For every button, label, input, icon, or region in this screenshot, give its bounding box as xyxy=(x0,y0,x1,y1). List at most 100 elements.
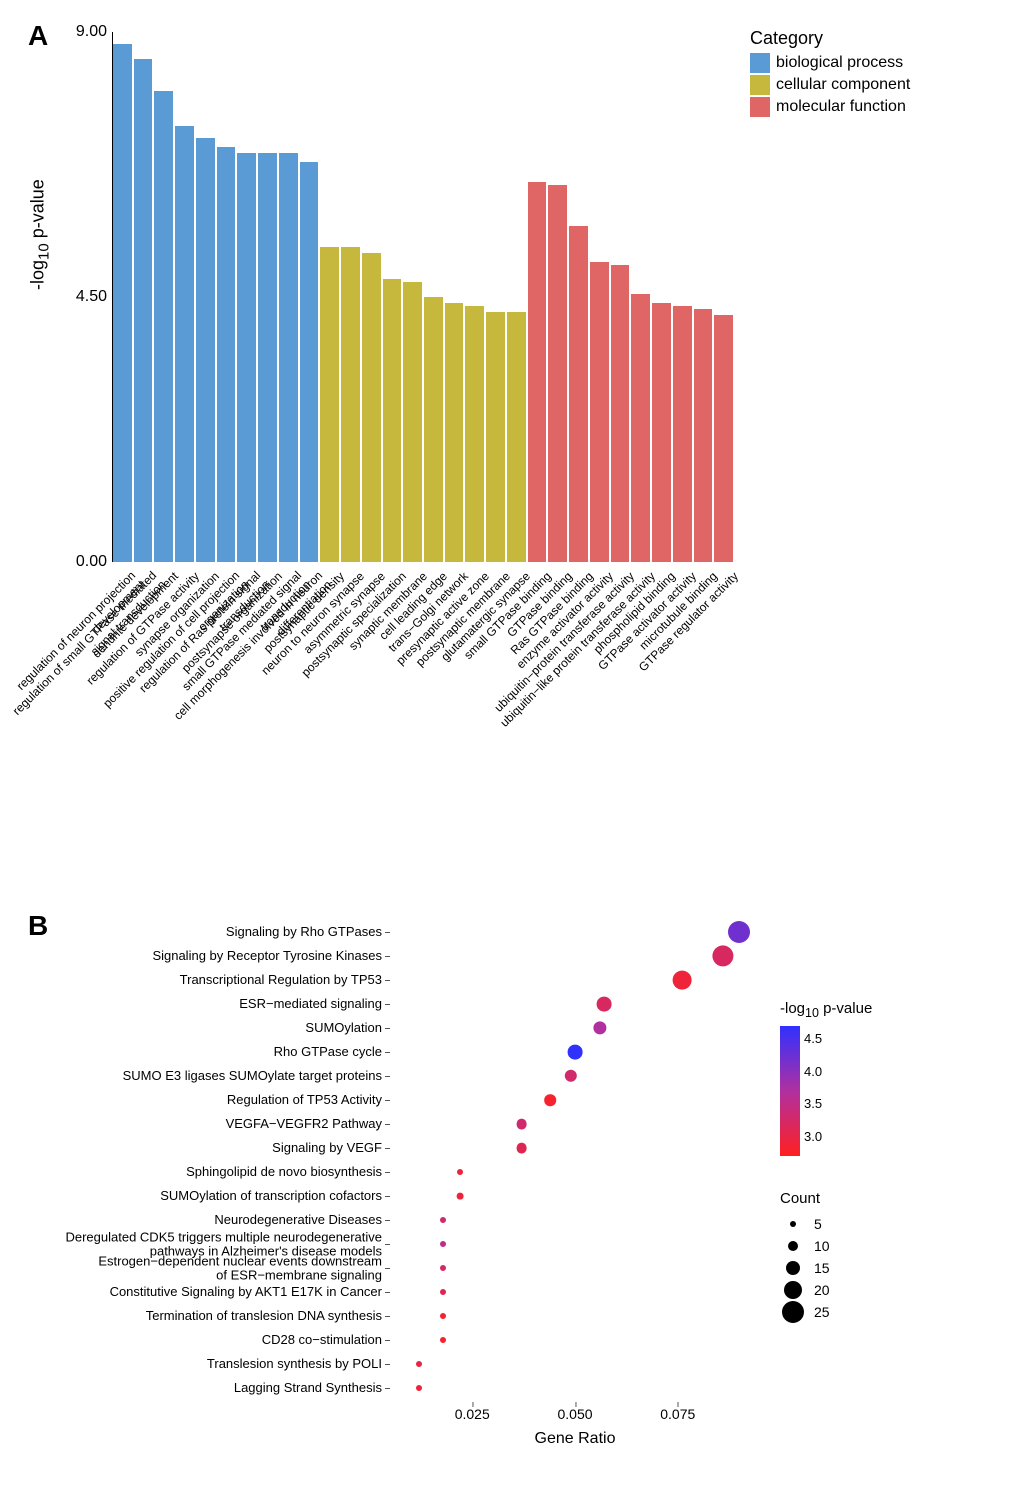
dot-tick xyxy=(385,1388,390,1389)
bar-slot: presynaptic active zone xyxy=(465,32,484,562)
dot-row: Constitutive Signaling by AKT1 E17K in C… xyxy=(390,1280,760,1304)
bar xyxy=(507,312,526,562)
dot-row: SUMO E3 ligases SUMOylate target protein… xyxy=(390,1064,760,1088)
size-label: 10 xyxy=(814,1238,830,1254)
bar xyxy=(673,306,692,562)
bar-slot: synapse organization xyxy=(196,32,215,562)
dot-tick xyxy=(385,1220,390,1221)
dot-point xyxy=(712,945,733,966)
dot-point xyxy=(416,1361,422,1367)
dot-label: CD28 co−stimulation xyxy=(262,1333,390,1347)
dot-point xyxy=(568,1045,583,1060)
dot-point xyxy=(416,1385,422,1391)
legend-label: molecular function xyxy=(776,98,906,116)
x-axis-label-b: Gene Ratio xyxy=(535,1430,616,1448)
bar xyxy=(403,282,422,562)
bar-slot: cell morphogenesis involved in neurondif… xyxy=(300,32,319,562)
dot-row: Signaling by Receptor Tyrosine Kinases xyxy=(390,944,760,968)
bar xyxy=(362,253,381,562)
bar-slot: regulation of Ras protein signaltransduc… xyxy=(237,32,256,562)
dot-row: Lagging Strand Synthesis xyxy=(390,1376,760,1400)
dot-row: Translesion synthesis by POLI xyxy=(390,1352,760,1376)
bar xyxy=(445,303,464,562)
legend-a-item: molecular function xyxy=(750,97,910,117)
size-label: 15 xyxy=(814,1260,830,1276)
legend-b-size-title: Count xyxy=(780,1190,830,1207)
dot-point xyxy=(516,1143,527,1154)
bar-slot: neuron to neuron synapse xyxy=(341,32,360,562)
bar xyxy=(300,162,319,562)
legend-a-item: cellular component xyxy=(750,75,910,95)
bar-slot: postsynaptic specialization xyxy=(383,32,402,562)
bar-slot: microtubule binding xyxy=(694,32,713,562)
dot-tick xyxy=(385,1148,390,1149)
dot-tick xyxy=(385,1316,390,1317)
dot-row: ESR−mediated signaling xyxy=(390,992,760,1016)
dot-label: Translesion synthesis by POLI xyxy=(207,1357,390,1371)
bar xyxy=(590,262,609,562)
dot-tick xyxy=(385,932,390,933)
dot-tick xyxy=(385,1124,390,1125)
size-dot xyxy=(784,1281,802,1299)
bar xyxy=(611,265,630,562)
dot-label: Neurodegenerative Diseases xyxy=(214,1213,390,1227)
bar-slot: enzyme activator activity xyxy=(590,32,609,562)
panel-a-label: A xyxy=(28,20,48,52)
dot-tick xyxy=(385,1364,390,1365)
dot-row: Regulation of TP53 Activity xyxy=(390,1088,760,1112)
bar xyxy=(279,153,298,562)
panel-b: B Signaling by Rho GTPasesSignaling by R… xyxy=(20,910,1000,1470)
size-legend-item: 15 xyxy=(780,1257,830,1279)
bar xyxy=(528,182,547,562)
size-legend-item: 20 xyxy=(780,1279,830,1301)
dot-tick xyxy=(385,1244,390,1245)
bar-slot: trans−Golgi network xyxy=(445,32,464,562)
dot-tick xyxy=(385,1052,390,1053)
dot-point xyxy=(565,1070,577,1082)
bar-slot: dendrite development xyxy=(154,32,173,562)
bar-slot: postsynaptic membrane xyxy=(486,32,505,562)
dot-label: SUMO E3 ligases SUMOylate target protein… xyxy=(123,1069,390,1083)
bar xyxy=(465,306,484,562)
bar xyxy=(237,153,256,562)
color-tick: 3.0 xyxy=(804,1129,822,1144)
bar-slot: regulation of neuron projectiondevelopme… xyxy=(113,32,132,562)
dot-label: ESR−mediated signaling xyxy=(239,997,390,1011)
dot-row: Neurodegenerative Diseases xyxy=(390,1208,760,1232)
y-tick: 0.00 xyxy=(76,553,113,571)
x-tick: 0.075 xyxy=(660,1406,695,1422)
bar xyxy=(341,247,360,562)
dot-point xyxy=(440,1289,446,1295)
bar xyxy=(694,309,713,562)
dot-plot-area: Signaling by Rho GTPasesSignaling by Rec… xyxy=(390,920,760,1400)
bar-slot: ubiquitin−like protein transferase activ… xyxy=(631,32,650,562)
panel-a: A regulation of neuron projectiondevelop… xyxy=(20,20,1000,880)
bar-slot: Ras GTPase binding xyxy=(569,32,588,562)
dot-label: VEGFA−VEGFR2 Pathway xyxy=(226,1117,390,1131)
legend-swatch xyxy=(750,97,770,117)
dot-label: Signaling by Receptor Tyrosine Kinases xyxy=(152,949,390,963)
size-dot xyxy=(786,1261,800,1275)
dot-label: Rho GTPase cycle xyxy=(274,1045,390,1059)
dot-label: Transcriptional Regulation by TP53 xyxy=(180,973,390,987)
bar xyxy=(196,138,215,562)
dot-row: SUMOylation xyxy=(390,1016,760,1040)
bar-slot: glutamatergic synapse xyxy=(507,32,526,562)
bar xyxy=(486,312,505,562)
dot-tick xyxy=(385,1268,390,1269)
size-legend-item: 25 xyxy=(780,1301,830,1323)
size-legend-item: 5 xyxy=(780,1213,830,1235)
dot-label: SUMOylation xyxy=(305,1021,390,1035)
dot-row: Signaling by VEGF xyxy=(390,1136,760,1160)
dot-point xyxy=(596,997,611,1012)
bar xyxy=(383,279,402,562)
dot-point xyxy=(457,1169,463,1175)
dot-point xyxy=(672,971,691,990)
bar xyxy=(134,59,153,563)
dot-point xyxy=(516,1119,527,1130)
bar xyxy=(217,147,236,562)
size-dot xyxy=(788,1241,798,1251)
dot-tick xyxy=(385,1196,390,1197)
x-tick: 0.050 xyxy=(557,1406,592,1422)
bar-slot: small GTPase binding xyxy=(528,32,547,562)
